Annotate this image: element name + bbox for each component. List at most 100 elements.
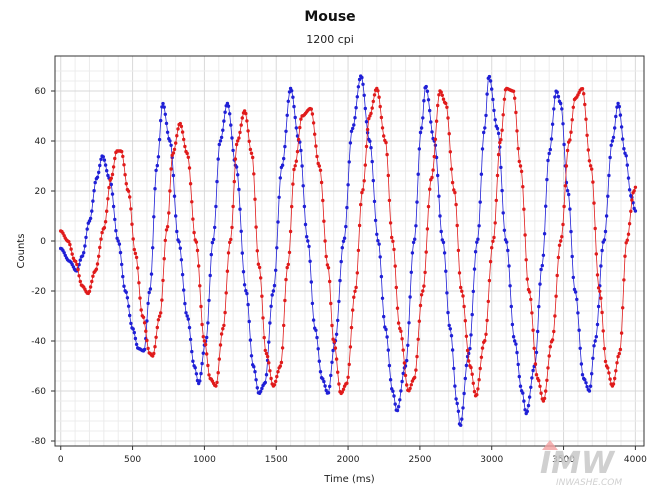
data-point	[429, 120, 433, 124]
data-point	[290, 204, 294, 209]
data-point	[378, 104, 382, 109]
data-point	[207, 298, 211, 303]
data-point	[95, 175, 100, 179]
data-point	[92, 189, 96, 193]
data-point	[353, 116, 357, 120]
data-point	[157, 137, 162, 142]
data-point	[201, 351, 205, 355]
data-point	[513, 96, 517, 100]
data-point	[291, 182, 295, 186]
data-point	[148, 287, 153, 291]
data-point	[591, 180, 595, 184]
data-point	[523, 233, 527, 237]
data-point	[155, 163, 159, 168]
data-point	[401, 371, 405, 376]
data-point	[621, 306, 625, 310]
data-point	[363, 163, 367, 167]
data-point	[233, 157, 238, 161]
data-point	[309, 280, 313, 284]
data-point	[626, 232, 631, 236]
data-point	[416, 337, 420, 341]
data-point	[495, 126, 500, 131]
data-point	[295, 134, 300, 138]
data-point	[70, 252, 74, 256]
data-point	[553, 314, 557, 318]
data-point	[182, 137, 186, 142]
data-point	[337, 382, 341, 386]
data-point	[419, 126, 424, 130]
data-point	[107, 185, 111, 190]
data-point	[129, 207, 133, 211]
data-point	[164, 121, 169, 126]
series-2	[59, 86, 638, 403]
data-point	[145, 338, 149, 343]
data-point	[491, 239, 495, 243]
data-point	[352, 123, 356, 127]
data-point	[271, 289, 276, 293]
data-point	[484, 332, 488, 336]
data-point	[114, 229, 118, 233]
data-point	[165, 130, 170, 134]
data-point	[594, 252, 598, 256]
data-point	[340, 390, 344, 394]
data-point	[194, 372, 199, 376]
data-point	[483, 126, 487, 130]
data-point	[168, 139, 172, 143]
data-point	[521, 391, 525, 395]
data-point	[478, 200, 482, 204]
data-point	[393, 402, 397, 406]
data-point	[418, 130, 423, 135]
data-point	[582, 92, 586, 96]
data-point	[527, 395, 532, 399]
data-point	[409, 383, 413, 387]
data-point	[288, 229, 293, 234]
data-point	[218, 343, 223, 347]
data-point	[473, 250, 478, 254]
data-point	[262, 335, 266, 340]
data-point	[500, 188, 504, 193]
data-point	[463, 319, 467, 323]
data-point	[98, 163, 102, 168]
data-point	[555, 273, 559, 278]
data-point	[287, 250, 292, 255]
data-point	[422, 284, 426, 288]
data-point	[331, 348, 335, 353]
data-point	[561, 122, 565, 126]
data-point	[594, 335, 598, 339]
data-point	[533, 362, 538, 366]
data-point	[415, 354, 419, 359]
data-point	[85, 227, 89, 231]
data-point	[260, 294, 264, 298]
data-point	[323, 239, 327, 243]
data-point	[75, 262, 79, 267]
data-point	[348, 141, 353, 145]
data-point	[515, 129, 519, 133]
data-point	[450, 180, 455, 185]
data-point	[244, 111, 248, 116]
data-point	[351, 308, 355, 312]
data-point	[422, 99, 426, 103]
plot-frame	[54, 55, 645, 447]
data-point	[588, 164, 593, 168]
data-point	[559, 239, 563, 243]
data-point	[115, 236, 119, 240]
data-point	[506, 248, 510, 253]
data-point	[361, 188, 365, 192]
data-point	[149, 272, 154, 276]
data-point	[631, 201, 635, 205]
data-point	[195, 248, 200, 253]
data-point	[576, 311, 580, 315]
data-point	[268, 321, 272, 325]
data-point	[461, 406, 465, 410]
data-point	[459, 285, 463, 290]
data-point	[113, 156, 117, 161]
data-point	[175, 134, 179, 138]
data-point	[475, 393, 479, 397]
data-point	[292, 104, 296, 109]
data-point	[618, 113, 623, 117]
data-point	[330, 360, 334, 364]
data-point	[501, 211, 505, 215]
data-point	[105, 169, 109, 173]
data-point	[354, 106, 358, 110]
